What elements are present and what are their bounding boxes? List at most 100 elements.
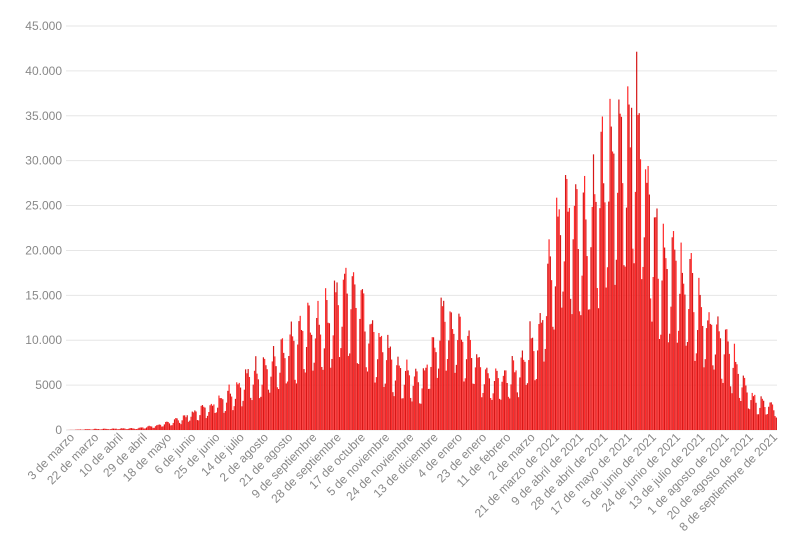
bar	[292, 336, 294, 430]
bar	[119, 428, 121, 430]
bar	[312, 370, 314, 430]
bar	[751, 392, 753, 430]
bar	[236, 382, 238, 430]
bar	[327, 322, 329, 430]
bar	[231, 396, 233, 430]
bar	[604, 202, 606, 430]
bar	[643, 237, 645, 430]
bar	[191, 411, 193, 430]
bar	[434, 347, 436, 430]
bar	[609, 98, 611, 430]
bar	[610, 126, 612, 431]
bar	[242, 400, 244, 430]
bar	[195, 411, 197, 430]
bar	[526, 383, 529, 430]
bar	[293, 340, 295, 430]
bar	[132, 428, 134, 430]
bar	[577, 249, 579, 430]
bar	[378, 333, 380, 430]
bar	[101, 429, 103, 430]
bar	[251, 400, 253, 430]
bar	[671, 237, 673, 430]
bar	[451, 329, 454, 430]
bar	[666, 269, 668, 430]
bar	[384, 383, 386, 430]
bar	[707, 320, 709, 430]
bar	[448, 340, 450, 430]
bar	[749, 409, 751, 430]
bar	[187, 421, 190, 430]
bar	[695, 353, 697, 430]
bar	[85, 429, 87, 430]
bar	[106, 428, 108, 430]
bar	[340, 348, 342, 430]
bar	[152, 427, 154, 430]
bar	[298, 321, 300, 430]
bar	[368, 343, 370, 430]
bar	[313, 362, 315, 430]
bar	[170, 425, 172, 430]
bar	[750, 400, 752, 430]
bar	[509, 398, 511, 430]
bar	[511, 356, 513, 430]
bar	[391, 359, 393, 430]
bar	[199, 415, 201, 430]
bar	[543, 361, 545, 430]
bars	[67, 51, 777, 431]
bar	[201, 405, 204, 430]
bar	[222, 399, 224, 430]
bar	[173, 419, 176, 430]
bar	[225, 402, 228, 430]
bar	[184, 415, 186, 430]
bar	[490, 397, 492, 430]
bar	[679, 293, 681, 430]
bar	[192, 412, 195, 430]
bar	[564, 175, 567, 430]
bar	[756, 414, 758, 430]
bar	[700, 307, 703, 430]
bar	[180, 424, 182, 430]
bar	[676, 342, 678, 430]
bar	[245, 369, 247, 430]
bar	[476, 354, 478, 430]
bar	[171, 425, 173, 430]
bar	[318, 324, 320, 430]
bar	[392, 392, 394, 430]
bar	[148, 425, 150, 430]
bar	[629, 147, 631, 430]
bar	[514, 372, 516, 430]
bar	[694, 360, 696, 430]
bar	[396, 365, 398, 430]
bar	[389, 346, 391, 430]
bar	[655, 217, 657, 430]
bar	[454, 372, 456, 430]
bar	[714, 354, 716, 430]
bar	[272, 346, 275, 430]
bar	[533, 351, 535, 430]
bar	[366, 371, 369, 430]
bar	[497, 378, 499, 430]
bar	[618, 99, 620, 430]
bar	[355, 307, 357, 430]
bar	[408, 375, 411, 430]
bar	[691, 273, 694, 430]
bar	[757, 414, 760, 430]
bar	[300, 329, 303, 430]
bar	[735, 361, 737, 430]
bar	[370, 323, 372, 430]
bar	[709, 323, 711, 430]
bar	[86, 429, 88, 430]
bar	[731, 393, 733, 430]
bar	[144, 428, 146, 430]
bar	[471, 358, 473, 430]
bar	[545, 316, 548, 430]
bar	[217, 407, 219, 430]
bar	[630, 107, 633, 430]
bar	[685, 345, 687, 430]
bar	[126, 429, 129, 430]
bar	[538, 324, 540, 430]
bar	[157, 424, 159, 430]
bar	[267, 389, 270, 430]
bar	[658, 338, 661, 430]
